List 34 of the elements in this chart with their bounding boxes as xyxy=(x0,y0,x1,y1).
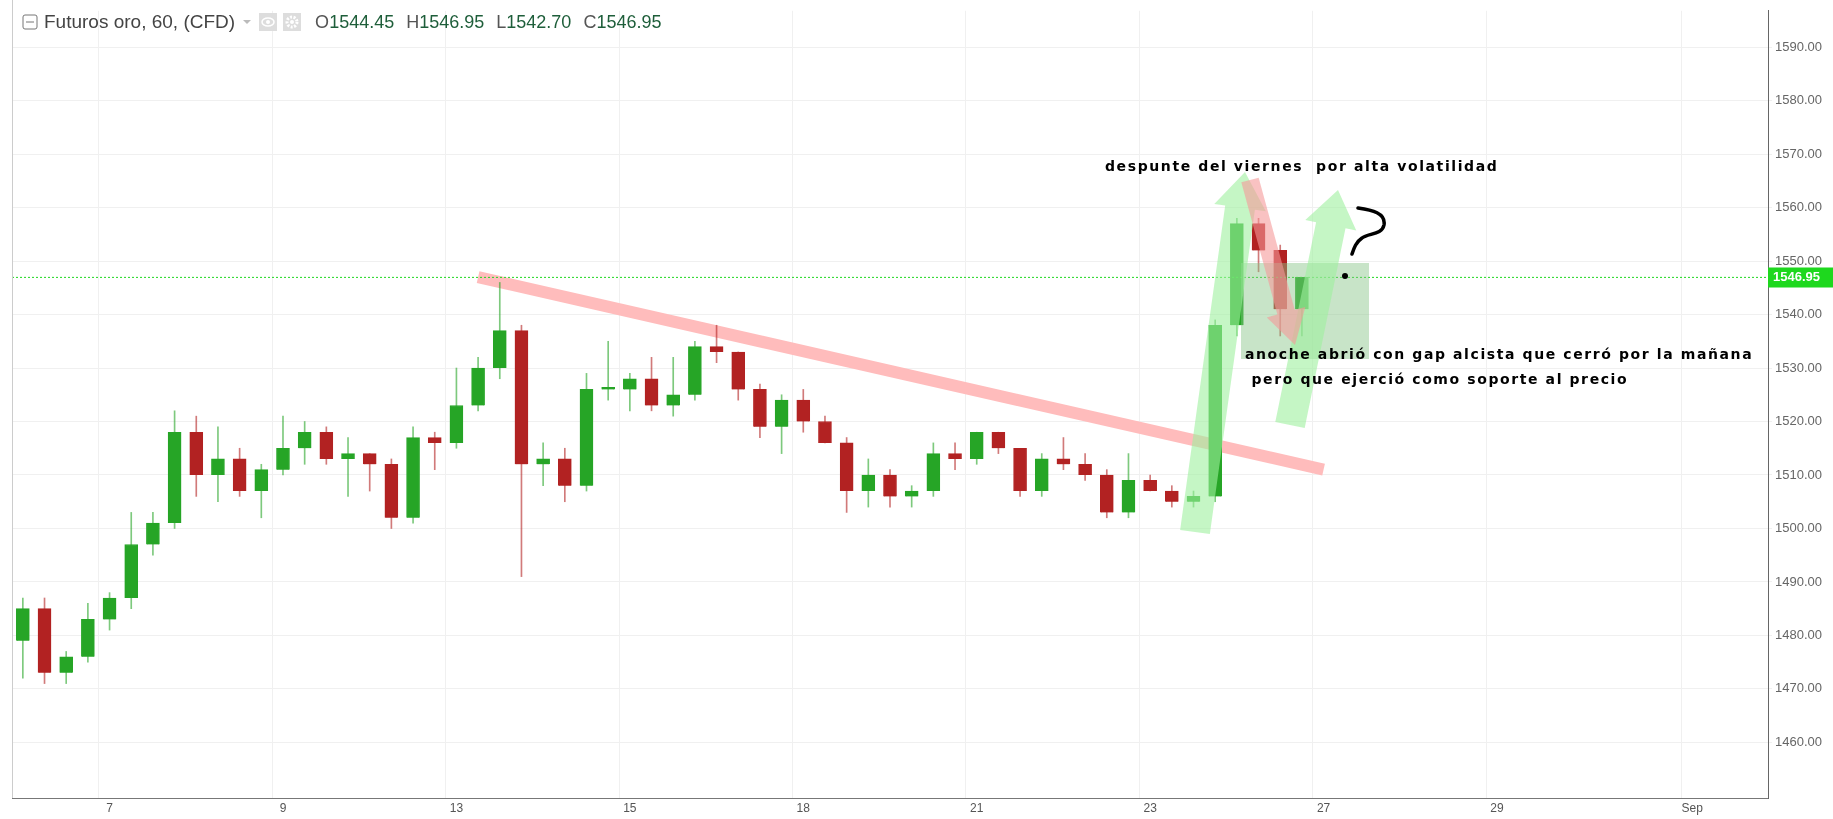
ref-line-label: 1546.95 xyxy=(1773,268,1820,284)
annotation: anoche abrió con gap alcista que cerró por la mañana pero que ejerció como soporte al precio xyxy=(1245,345,1754,389)
y-tick-label: 1580.00 xyxy=(1775,92,1822,108)
x-tick-label: 9 xyxy=(279,800,287,815)
x-tick-label: 18 xyxy=(796,800,811,815)
x-tick-label: 21 xyxy=(970,800,984,815)
x-tick-label: 27 xyxy=(1316,800,1331,815)
y-tick-label: 1480.00 xyxy=(1775,627,1822,642)
y-tick-label: 1490.00 xyxy=(1775,573,1822,589)
x-tick-label: 15 xyxy=(623,800,637,815)
y-tick-label: 1550.00 xyxy=(1775,252,1822,268)
candlestick xyxy=(666,357,681,417)
annotation: despunte del viernes por alta volatilidad xyxy=(1105,157,1499,176)
chart-title: Futuros oro, 60, (CFD) xyxy=(44,11,236,33)
candlestick xyxy=(427,431,442,470)
x-tick-label: 29 xyxy=(1490,800,1505,815)
y-tick-label: 1510.00 xyxy=(1775,466,1822,482)
candlestick xyxy=(211,426,225,503)
y-tick-label: 1470.00 xyxy=(1775,680,1822,696)
y-tick-label: 1540.00 xyxy=(1775,306,1822,322)
y-tick-label: 1530.00 xyxy=(1775,359,1822,375)
y-tick-label: 1560.00 xyxy=(1775,199,1822,215)
y-tick-label: 1500.00 xyxy=(1775,520,1822,536)
y-tick-label: 1520.00 xyxy=(1775,413,1822,429)
x-tick-label: 7 xyxy=(106,800,114,815)
y-tick-label: 1570.00 xyxy=(1775,145,1822,161)
x-tick-label: 13 xyxy=(449,800,464,815)
candlestick xyxy=(948,442,962,470)
x-tick-label: Sep xyxy=(1681,800,1704,815)
candlestick xyxy=(341,437,355,497)
x-tick-label: 23 xyxy=(1143,800,1158,815)
y-tick-label: 1590.00 xyxy=(1775,38,1822,54)
chart-subtitle: O1544.45 H1546.95 L1542.70 C1546.95 xyxy=(315,11,662,32)
y-tick-label: 1460.00 xyxy=(1775,733,1822,749)
